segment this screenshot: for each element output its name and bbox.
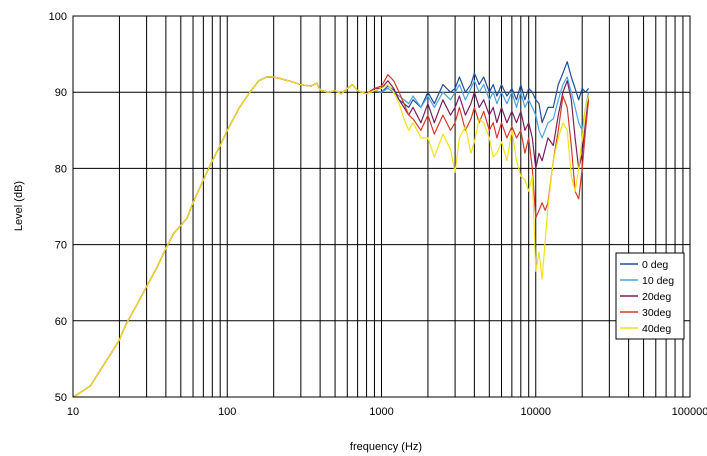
y-tick-label: 80: [55, 163, 67, 175]
x-tick-label: 100000: [672, 406, 707, 418]
tick-labels: 50 60 70 80 90 100 10 100 1000 10000 100000: [49, 11, 707, 418]
x-tick-label: 100: [218, 406, 236, 418]
series-lines: [72, 61, 590, 398]
x-tick-label: 10: [67, 406, 79, 418]
y-tick-label: 50: [55, 392, 67, 404]
legend-label: 40deg: [642, 323, 671, 335]
y-tick-label: 100: [49, 11, 67, 23]
y-tick-label: 90: [55, 87, 67, 99]
x-tick-label: 10000: [520, 406, 551, 418]
y-tick-label: 60: [55, 316, 67, 328]
y-axis-label: Level (dB): [13, 181, 25, 231]
legend-label: 0 deg: [642, 259, 668, 271]
x-tick-label: 1000: [369, 406, 393, 418]
y-tick-label: 70: [55, 240, 67, 252]
legend-label: 20deg: [642, 291, 671, 303]
grid: [72, 15, 690, 398]
legend: 0 deg 10 deg 20deg 30deg 40deg: [615, 252, 685, 340]
legend-label: 10 deg: [642, 275, 674, 287]
plot-frame: [72, 15, 691, 398]
x-axis-label: frequency (Hz): [350, 441, 422, 453]
series-line: [72, 76, 590, 398]
legend-label: 30deg: [642, 307, 671, 319]
